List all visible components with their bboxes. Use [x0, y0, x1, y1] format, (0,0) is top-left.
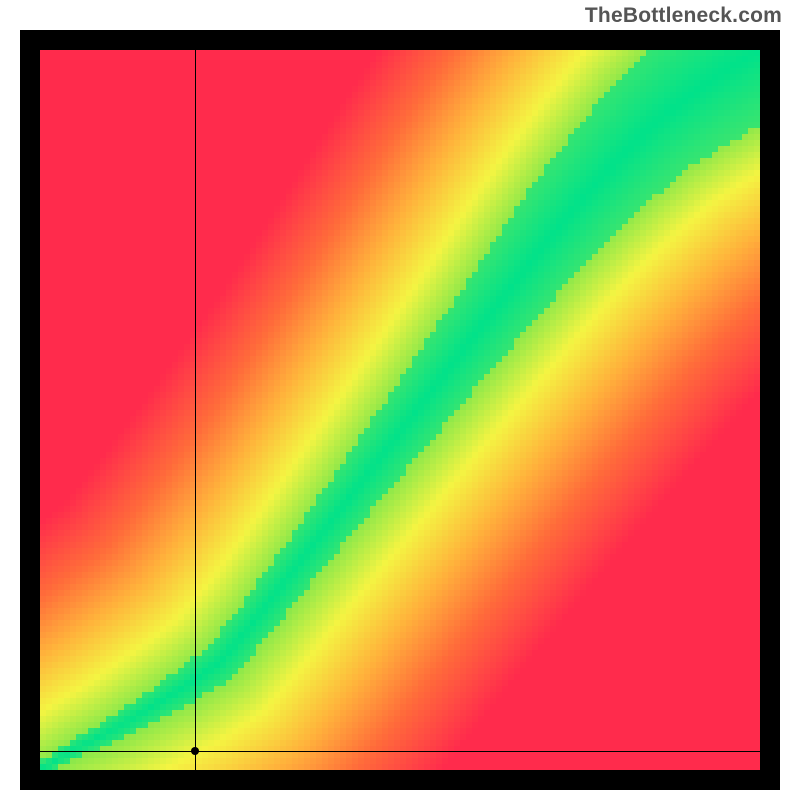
heatmap-canvas [40, 50, 760, 770]
marker-point [191, 747, 199, 755]
crosshair-horizontal [40, 751, 760, 752]
watermark-text: TheBottleneck.com [585, 4, 782, 28]
crosshair-vertical [195, 50, 196, 770]
chart-container: TheBottleneck.com [0, 0, 800, 800]
